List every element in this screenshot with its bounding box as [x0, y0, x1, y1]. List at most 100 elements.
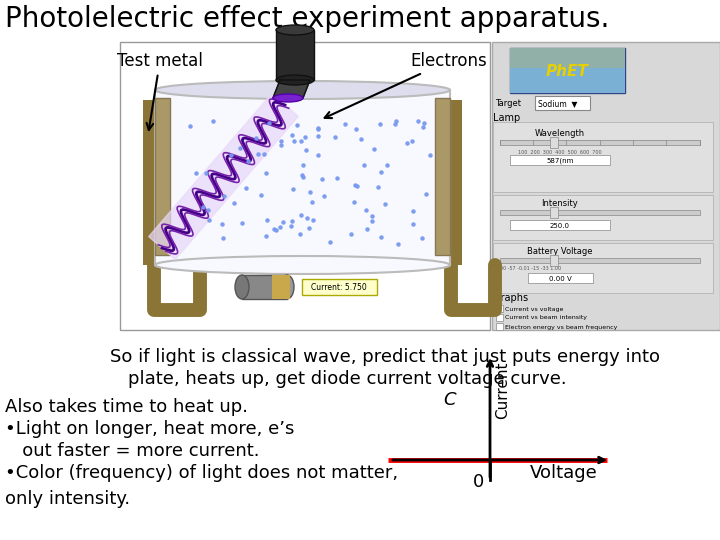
- Bar: [155, 98, 170, 255]
- Point: [278, 217, 289, 226]
- Bar: [550, 207, 558, 218]
- Point: [392, 240, 404, 248]
- Point: [297, 161, 309, 170]
- Bar: [492, 42, 720, 330]
- Point: [274, 223, 285, 232]
- Ellipse shape: [155, 256, 450, 274]
- Bar: [276, 30, 314, 80]
- Point: [269, 225, 280, 233]
- Bar: [510, 48, 625, 93]
- Text: Sodium  ▼: Sodium ▼: [539, 99, 577, 109]
- Point: [415, 233, 427, 242]
- Point: [261, 215, 273, 224]
- Bar: [493, 122, 713, 192]
- Point: [417, 123, 428, 131]
- Text: C: C: [444, 391, 456, 409]
- Point: [250, 134, 261, 143]
- Point: [331, 173, 343, 182]
- Text: So if light is classical wave, predict that just puts energy into: So if light is classical wave, predict t…: [110, 348, 660, 366]
- Bar: [496, 323, 503, 330]
- Text: 0.00 V: 0.00 V: [549, 276, 572, 282]
- Point: [379, 200, 391, 208]
- Point: [292, 121, 303, 130]
- Bar: [493, 243, 713, 293]
- Point: [374, 119, 386, 128]
- Text: Target: Target: [495, 98, 521, 107]
- Point: [300, 146, 312, 154]
- Point: [207, 117, 218, 125]
- Text: Test metal: Test metal: [117, 52, 203, 130]
- Point: [372, 183, 384, 191]
- Bar: [510, 155, 610, 165]
- Point: [312, 151, 324, 159]
- Text: •Light on longer, heat more, e’s: •Light on longer, heat more, e’s: [5, 420, 294, 438]
- Point: [260, 232, 271, 240]
- Ellipse shape: [155, 81, 450, 99]
- Ellipse shape: [273, 94, 303, 102]
- Point: [375, 168, 387, 177]
- Polygon shape: [273, 80, 310, 98]
- Point: [307, 215, 318, 224]
- Text: 587(nm: 587(nm: [546, 158, 574, 164]
- Point: [228, 199, 240, 207]
- Bar: [143, 100, 159, 265]
- Bar: [493, 195, 713, 240]
- Point: [390, 117, 402, 126]
- Text: Battery Voltage: Battery Voltage: [527, 247, 593, 256]
- Point: [381, 160, 392, 169]
- Bar: [510, 48, 625, 93]
- Point: [312, 132, 324, 140]
- Bar: [496, 314, 503, 321]
- Point: [294, 230, 305, 238]
- Ellipse shape: [280, 275, 294, 299]
- Point: [235, 144, 246, 152]
- Point: [413, 117, 424, 125]
- Text: Current vs beam intensity: Current vs beam intensity: [505, 315, 587, 321]
- Point: [252, 150, 264, 159]
- Point: [307, 198, 318, 207]
- Point: [236, 218, 248, 227]
- Point: [285, 221, 297, 230]
- Point: [424, 150, 436, 159]
- Text: plate, heats up, get diode current voltage curve.: plate, heats up, get diode current volta…: [128, 370, 567, 388]
- Bar: [550, 255, 558, 266]
- Text: Graphs: Graphs: [493, 293, 528, 303]
- Bar: [496, 305, 503, 312]
- Point: [255, 191, 266, 199]
- Point: [271, 225, 282, 234]
- Point: [390, 120, 401, 129]
- Bar: [500, 140, 700, 145]
- Ellipse shape: [276, 75, 314, 85]
- Point: [202, 205, 213, 214]
- Bar: [535, 96, 590, 110]
- Bar: [242, 275, 287, 299]
- Point: [295, 137, 307, 145]
- Text: Electron energy vs beam frequency: Electron energy vs beam frequency: [505, 325, 617, 329]
- Point: [217, 220, 228, 228]
- Point: [368, 145, 379, 153]
- Text: Intensity: Intensity: [541, 199, 578, 208]
- Text: Current: 5.750: Current: 5.750: [311, 284, 367, 293]
- Text: Lamp: Lamp: [493, 113, 521, 123]
- Bar: [500, 140, 700, 145]
- Text: Photolelectric effect experiment apparatus.: Photolelectric effect experiment apparat…: [5, 5, 609, 33]
- Point: [348, 198, 360, 207]
- Point: [240, 184, 252, 192]
- Text: PhET: PhET: [546, 64, 588, 79]
- Point: [407, 219, 418, 228]
- Point: [366, 217, 377, 225]
- Point: [258, 150, 269, 158]
- Text: Current: Current: [495, 361, 510, 419]
- Bar: [500, 210, 700, 215]
- Ellipse shape: [276, 25, 314, 35]
- Point: [366, 212, 377, 221]
- Point: [316, 175, 328, 184]
- Point: [297, 171, 308, 179]
- Text: Current vs voltage: Current vs voltage: [505, 307, 563, 312]
- Point: [407, 207, 418, 215]
- Point: [275, 140, 287, 149]
- Point: [197, 202, 209, 211]
- Point: [260, 169, 271, 178]
- Point: [200, 169, 212, 178]
- Text: Wavelength: Wavelength: [535, 130, 585, 138]
